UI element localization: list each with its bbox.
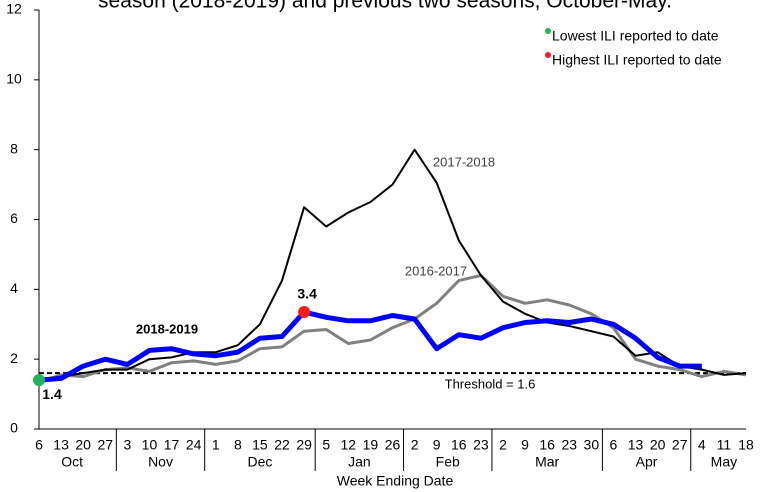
x-tick-label: 4 <box>698 437 706 453</box>
x-tick-label: 18 <box>738 437 754 453</box>
x-tick-label: 3 <box>123 437 131 453</box>
x-tick-label: 2 <box>499 437 507 453</box>
x-tick-label: 9 <box>521 437 529 453</box>
x-tick-label: 5 <box>322 437 330 453</box>
x-tick-label: 26 <box>385 437 401 453</box>
month-label: Apr <box>636 454 658 470</box>
legend-marker <box>545 52 551 58</box>
x-tick-label: 6 <box>610 437 618 453</box>
series-label: 2016-2017 <box>405 263 467 278</box>
threshold-label: Threshold = 1.6 <box>445 377 536 392</box>
x-tick-label: 2 <box>411 437 419 453</box>
x-tick-label: 13 <box>628 437 644 453</box>
x-tick-label: 20 <box>75 437 91 453</box>
month-label: May <box>711 454 737 470</box>
highlight-point <box>33 374 45 387</box>
x-tick-label: 20 <box>650 437 666 453</box>
y-tick-label: 12 <box>6 1 22 17</box>
x-tick-label: 27 <box>672 437 688 453</box>
point-label: 1.4 <box>42 386 62 402</box>
x-tick-label: 23 <box>561 437 577 453</box>
month-label: Nov <box>148 454 173 470</box>
month-label: Mar <box>535 454 559 470</box>
x-tick-label: 27 <box>97 437 113 453</box>
series-line <box>38 148 747 382</box>
month-label: Dec <box>247 454 272 470</box>
point-label: 3.4 <box>297 286 317 302</box>
y-tick-label: 0 <box>10 420 18 436</box>
month-label: Oct <box>61 454 83 470</box>
x-tick-label: 19 <box>363 437 379 453</box>
x-tick-label: 13 <box>53 437 69 453</box>
series-label: 2018-2019 <box>136 321 198 336</box>
x-tick-label: 8 <box>234 437 242 453</box>
x-tick-label: 6 <box>35 437 43 453</box>
x-tick-label: 1 <box>212 437 220 453</box>
x-axis-title: Week Ending Date <box>337 473 454 489</box>
month-label: Jan <box>348 454 371 470</box>
x-tick-label: 15 <box>252 437 268 453</box>
x-tick-label: 30 <box>584 437 600 453</box>
x-tick-label: 17 <box>164 437 180 453</box>
x-tick-label: 16 <box>451 437 467 453</box>
legend-marker <box>545 28 551 34</box>
x-tick-label: 23 <box>473 437 489 453</box>
chart-title: season (2018-2019) and previous two seas… <box>98 0 672 13</box>
highlight-point <box>298 306 311 319</box>
x-tick-label: 11 <box>717 437 732 453</box>
legend-label: Highest ILI reported to date <box>552 52 722 68</box>
series-label: 2017-2018 <box>433 154 495 169</box>
y-tick-label: 6 <box>10 210 18 226</box>
x-tick-label: 9 <box>433 437 441 453</box>
x-tick-label: 22 <box>274 437 290 453</box>
legend-label: Lowest ILI reported to date <box>552 28 719 44</box>
series-line <box>38 309 702 383</box>
x-tick-label: 12 <box>341 437 357 453</box>
y-tick-label: 10 <box>6 71 22 87</box>
y-tick-label: 8 <box>10 140 18 156</box>
x-tick-label: 10 <box>142 437 158 453</box>
x-tick-label: 24 <box>186 437 202 453</box>
y-tick-label: 2 <box>10 350 18 366</box>
x-tick-label: 16 <box>539 437 555 453</box>
y-tick-label: 4 <box>10 280 18 296</box>
month-label: Feb <box>436 454 460 470</box>
x-tick-label: 29 <box>296 437 312 453</box>
